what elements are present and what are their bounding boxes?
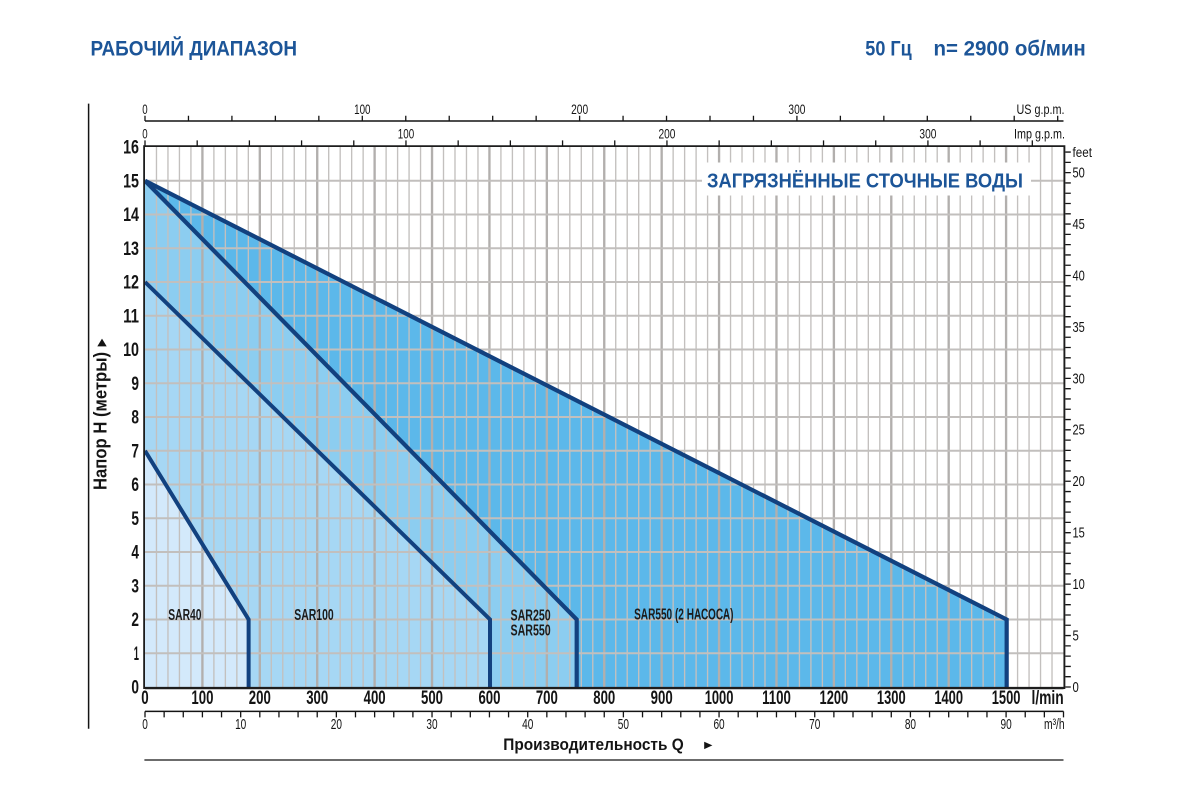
svg-text:1000: 1000 bbox=[705, 688, 734, 709]
svg-text:70: 70 bbox=[809, 716, 820, 733]
svg-text:100: 100 bbox=[398, 126, 414, 141]
svg-text:25: 25 bbox=[1073, 422, 1085, 439]
svg-text:50 Гц: 50 Гц bbox=[865, 37, 912, 61]
svg-text:40: 40 bbox=[522, 716, 533, 733]
svg-text:50: 50 bbox=[618, 716, 629, 733]
svg-text:500: 500 bbox=[421, 688, 443, 709]
svg-text:20: 20 bbox=[331, 716, 342, 733]
svg-text:30: 30 bbox=[1073, 370, 1085, 387]
svg-text:100: 100 bbox=[191, 688, 213, 709]
svg-text:1500: 1500 bbox=[992, 688, 1021, 709]
svg-text:l/min: l/min bbox=[1032, 688, 1064, 709]
svg-text:1400: 1400 bbox=[934, 688, 963, 709]
svg-text:5: 5 bbox=[131, 509, 139, 530]
svg-text:800: 800 bbox=[593, 688, 615, 709]
svg-text:SAR550: SAR550 bbox=[511, 622, 551, 639]
svg-text:SAR40: SAR40 bbox=[168, 607, 201, 624]
svg-text:0: 0 bbox=[131, 678, 139, 699]
svg-text:600: 600 bbox=[478, 688, 500, 709]
svg-text:2: 2 bbox=[131, 610, 139, 631]
svg-text:15: 15 bbox=[123, 171, 139, 192]
svg-text:0: 0 bbox=[142, 716, 148, 733]
svg-text:US g.p.m.: US g.p.m. bbox=[1017, 102, 1065, 117]
svg-text:1200: 1200 bbox=[820, 688, 849, 709]
svg-text:40: 40 bbox=[1073, 267, 1085, 284]
svg-text:13: 13 bbox=[123, 239, 139, 260]
svg-text:200: 200 bbox=[658, 126, 675, 141]
svg-text:400: 400 bbox=[364, 688, 386, 709]
svg-text:0: 0 bbox=[142, 126, 147, 141]
svg-text:ЗАГРЯЗНЁННЫЕ СТОЧНЫЕ ВОДЫ: ЗАГРЯЗНЁННЫЕ СТОЧНЫЕ ВОДЫ bbox=[707, 170, 1023, 193]
svg-text:20: 20 bbox=[1073, 473, 1085, 490]
svg-text:Imp g.p.m.: Imp g.p.m. bbox=[1014, 126, 1065, 141]
svg-text:50: 50 bbox=[1073, 165, 1085, 182]
svg-text:1100: 1100 bbox=[762, 688, 791, 709]
svg-text:30: 30 bbox=[426, 716, 437, 733]
svg-text:80: 80 bbox=[905, 716, 916, 733]
svg-text:100: 100 bbox=[354, 102, 370, 117]
svg-text:3: 3 bbox=[131, 576, 139, 597]
svg-text:16: 16 bbox=[123, 138, 139, 159]
svg-text:11: 11 bbox=[123, 306, 139, 327]
svg-text:0: 0 bbox=[1073, 679, 1079, 696]
svg-text:300: 300 bbox=[306, 688, 328, 709]
svg-text:300: 300 bbox=[919, 126, 936, 141]
svg-text:15: 15 bbox=[1073, 525, 1085, 542]
svg-text:10: 10 bbox=[123, 340, 139, 361]
svg-text:SAR100: SAR100 bbox=[294, 607, 333, 624]
svg-text:14: 14 bbox=[123, 205, 139, 226]
svg-text:300: 300 bbox=[788, 102, 805, 117]
svg-text:9: 9 bbox=[131, 374, 139, 395]
svg-text:12: 12 bbox=[123, 273, 139, 294]
svg-text:10: 10 bbox=[1073, 576, 1085, 593]
svg-text:feet: feet bbox=[1073, 145, 1093, 160]
svg-text:Напор H (метры): Напор H (метры) bbox=[90, 352, 110, 490]
svg-text:SAR250: SAR250 bbox=[511, 607, 551, 624]
svg-text:700: 700 bbox=[536, 688, 558, 709]
svg-text:SAR550 (2 НАСОСА): SAR550 (2 НАСОСА) bbox=[634, 607, 733, 624]
svg-text:1: 1 bbox=[134, 644, 139, 665]
svg-text:1300: 1300 bbox=[877, 688, 906, 709]
svg-text:7: 7 bbox=[131, 441, 139, 462]
svg-text:60: 60 bbox=[713, 716, 724, 733]
svg-text:6: 6 bbox=[131, 475, 139, 496]
svg-text:8: 8 bbox=[131, 408, 139, 429]
svg-text:10: 10 bbox=[235, 716, 246, 733]
svg-text:0: 0 bbox=[141, 688, 148, 709]
svg-text:Производительность Q: Производительность Q bbox=[503, 735, 683, 754]
svg-text:90: 90 bbox=[1000, 716, 1011, 733]
svg-text:35: 35 bbox=[1073, 319, 1085, 336]
svg-text:200: 200 bbox=[571, 102, 588, 117]
svg-text:m³/h: m³/h bbox=[1044, 716, 1065, 733]
svg-text:4: 4 bbox=[131, 543, 139, 564]
svg-text:5: 5 bbox=[1073, 627, 1079, 644]
svg-text:200: 200 bbox=[249, 688, 271, 709]
svg-text:45: 45 bbox=[1073, 216, 1085, 233]
svg-text:РАБОЧИЙ ДИАПАЗОН: РАБОЧИЙ ДИАПАЗОН bbox=[91, 36, 298, 61]
svg-text:0: 0 bbox=[142, 102, 147, 117]
svg-text:900: 900 bbox=[651, 688, 673, 709]
svg-text:n= 2900 об/мин: n= 2900 об/мин bbox=[934, 37, 1086, 61]
